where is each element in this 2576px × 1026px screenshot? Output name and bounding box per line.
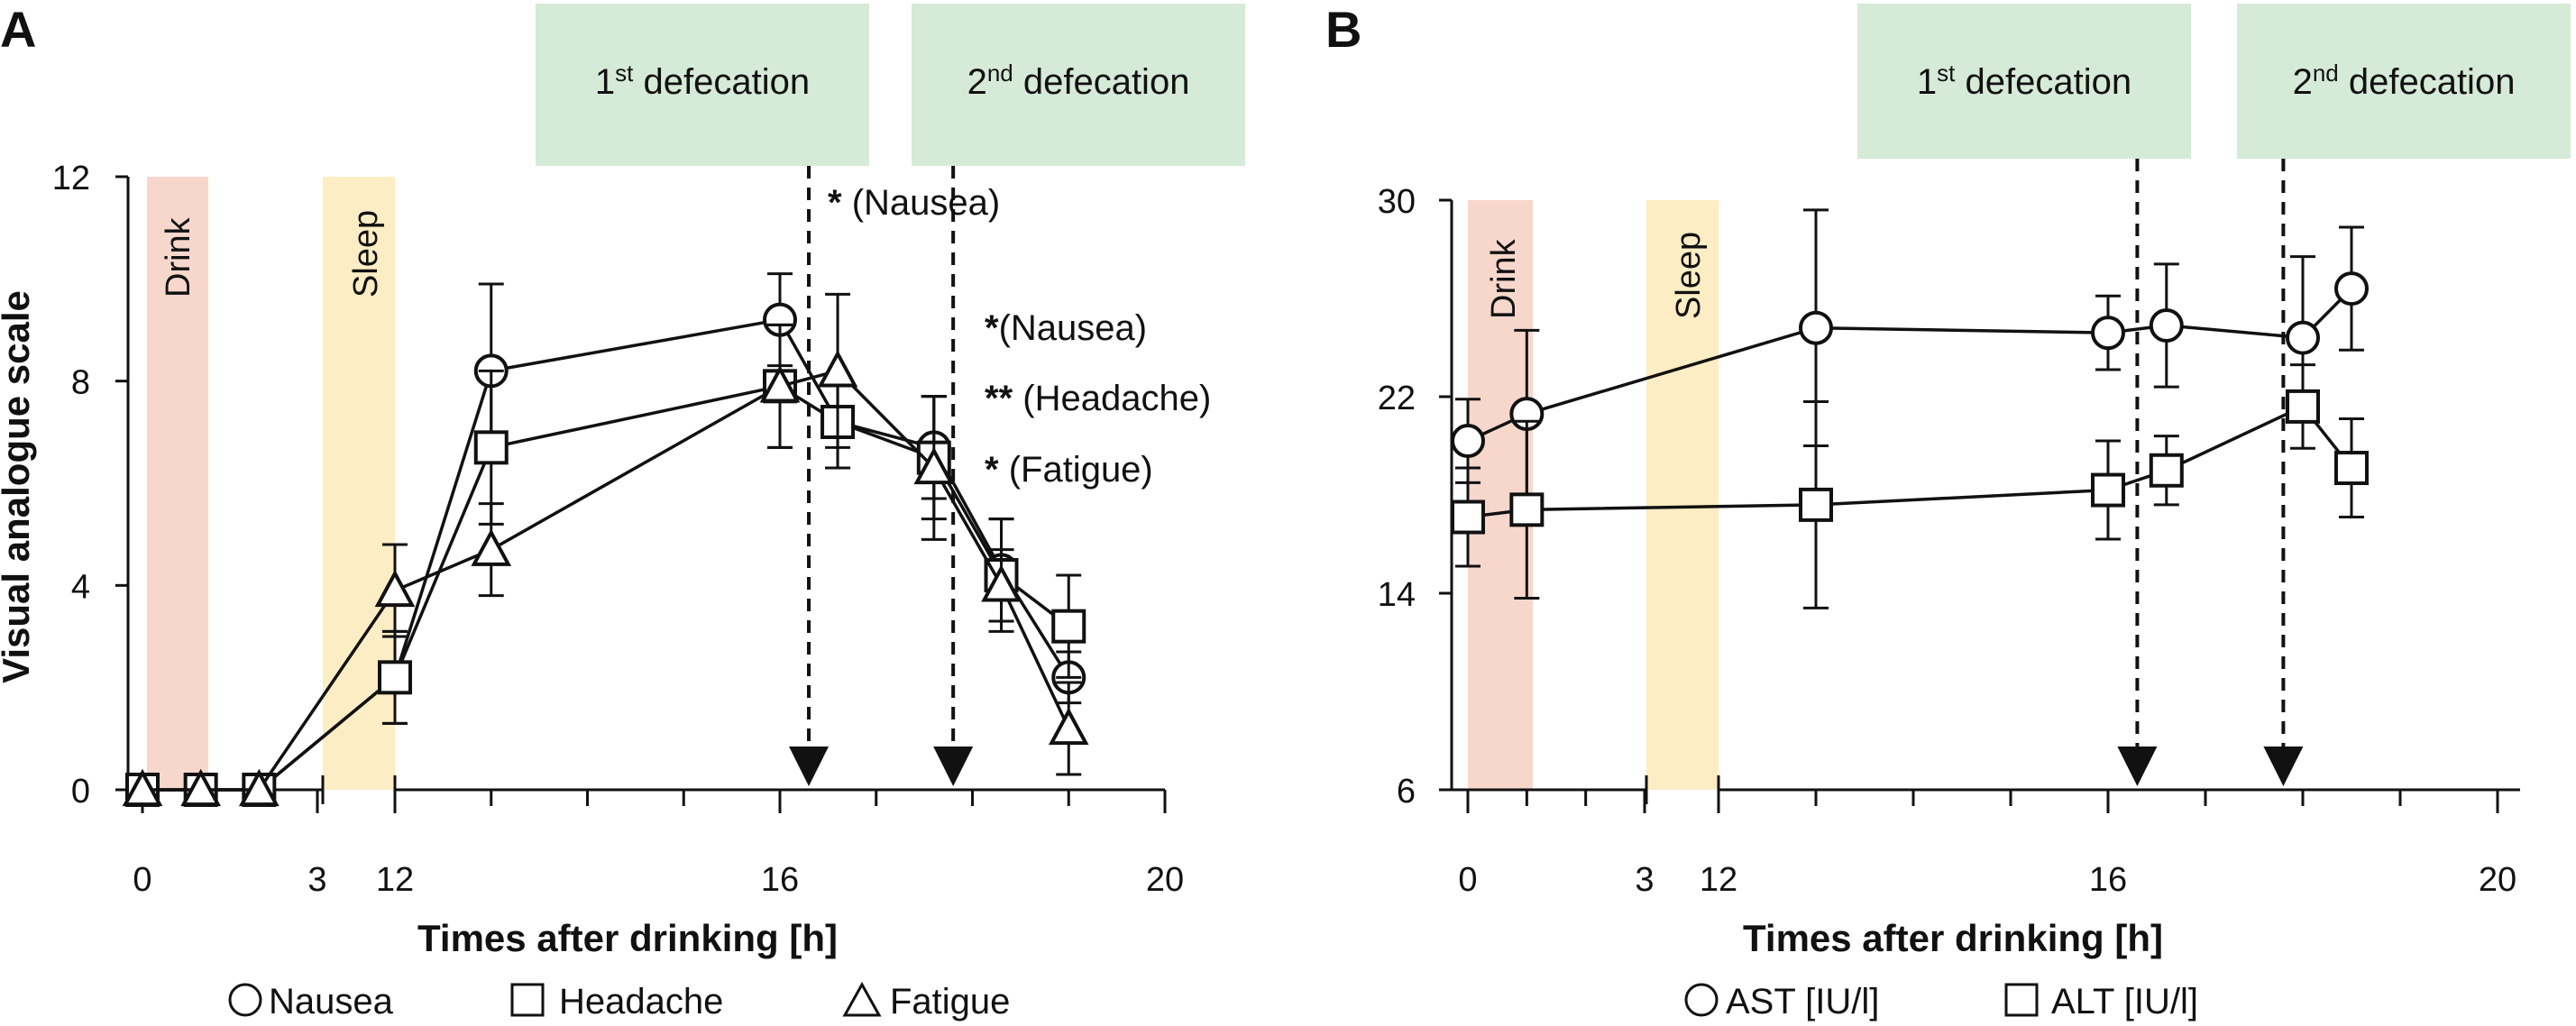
first-defecation-label: 1st defecation — [595, 60, 810, 102]
x-axis-label: Times after drinking [h] — [1743, 917, 2163, 959]
legend-a: Nausea Headache Fatigue — [228, 981, 1010, 1021]
data-point — [473, 430, 509, 465]
data-point — [2091, 472, 2125, 508]
drink-band — [147, 177, 208, 790]
panel-letter: A — [0, 1, 36, 58]
data-point — [122, 768, 163, 807]
series-headache — [125, 323, 1086, 807]
second-defecation-box — [912, 4, 1245, 166]
x-tick-label: 3 — [1635, 861, 1654, 899]
data-point — [1799, 487, 1833, 522]
legend-alt-marker — [2004, 983, 2039, 1017]
annotation-nausea-first: * (Nausea) — [828, 183, 1000, 223]
y-axis-label: Visual analogue scale — [0, 290, 37, 683]
legend-nausea-label: Nausea — [269, 982, 394, 1021]
series-fatigue — [122, 292, 1089, 807]
x-tick-label: 20 — [1146, 861, 1184, 899]
data-point — [1451, 424, 1485, 459]
data-point — [180, 768, 222, 807]
sleep-band-label: Sleep — [347, 210, 385, 298]
x-tick-label: 12 — [1700, 861, 1737, 899]
legend-nausea-marker — [228, 983, 262, 1017]
second-defecation-arrowhead — [2263, 747, 2304, 786]
data-point — [378, 660, 412, 695]
y-tick-label: 14 — [1378, 576, 1416, 614]
x-axis-label: Times after drinking [h] — [417, 917, 838, 959]
panel-a: A 1st defecation 2nd defecation Drink Sl… — [0, 1, 1245, 1021]
data-point — [2334, 271, 2369, 307]
first-defecation-box — [1857, 4, 2191, 159]
legend-fatigue-marker — [842, 981, 882, 1017]
y-tick-label: 0 — [71, 773, 90, 811]
data-point — [2149, 307, 2184, 343]
x-tick-label: 12 — [376, 861, 414, 899]
data-point — [374, 569, 416, 608]
data-point — [471, 528, 512, 566]
data-point — [817, 350, 858, 388]
y-tick-label: 4 — [71, 568, 90, 606]
x-tick-label: 0 — [1458, 861, 1477, 899]
series-ast-iu-l — [1451, 208, 2369, 499]
y-tick-label: 6 — [1397, 773, 1416, 811]
data-point — [238, 768, 280, 807]
sleep-band-label: Sleep — [1670, 232, 1708, 319]
panel-b: B 1st defecation 2nd defecation Drink Sl… — [1325, 1, 2571, 1021]
data-point — [2091, 316, 2125, 351]
data-point — [1799, 310, 1833, 345]
annotation-headache: ** (Headache) — [985, 379, 1211, 418]
data-point — [759, 365, 801, 403]
first-defecation-label: 1st defecation — [1917, 60, 2131, 102]
drink-band-label: Drink — [1485, 238, 1523, 319]
series-line — [1467, 287, 2353, 443]
x-tick-label: 20 — [2479, 861, 2516, 899]
plot-area-b — [1451, 159, 2369, 786]
data-point — [1048, 707, 1089, 746]
data-point — [2286, 320, 2320, 355]
series-line — [142, 317, 1070, 792]
x-tick-label: 16 — [761, 861, 799, 899]
y-tick-label: 8 — [71, 364, 90, 402]
data-point — [981, 564, 1022, 602]
second-defecation-label: 2nd defecation — [2293, 60, 2516, 102]
legend-fatigue-label: Fatigue — [890, 982, 1010, 1021]
y-tick-label: 30 — [1378, 183, 1416, 221]
second-defecation-label: 2nd defecation — [967, 60, 1190, 102]
axes-b: 6 14 22 30 0 3 12 16 20 — [1378, 183, 2520, 899]
x-tick-label: 16 — [2089, 861, 2127, 899]
plot-area-a — [122, 166, 1089, 807]
first-defecation-arrowhead — [789, 747, 830, 786]
data-point — [2334, 451, 2369, 486]
axes-a: 0 4 8 12 0 3 12 16 20 — [52, 160, 1184, 899]
series-line — [142, 369, 1070, 792]
annotation-fatigue: * (Fatigue) — [985, 450, 1153, 490]
series-line — [1467, 404, 2353, 519]
data-point — [1051, 609, 1086, 644]
first-defecation-arrowhead — [2117, 747, 2158, 786]
data-point — [1509, 492, 1545, 527]
legend-alt-label: ALT [IU/l] — [2051, 982, 2198, 1021]
legend-ast-label: AST [IU/l] — [1726, 982, 1879, 1021]
data-point — [2149, 453, 2184, 488]
second-defecation-arrowhead — [933, 747, 974, 786]
legend-b: AST [IU/l] ALT [IU/l] — [1684, 982, 2198, 1021]
first-defecation-box — [536, 4, 869, 166]
y-tick-label: 12 — [52, 160, 90, 197]
drink-band-label: Drink — [160, 216, 197, 298]
y-tick-label: 22 — [1378, 380, 1416, 417]
second-defecation-box — [2237, 4, 2571, 159]
data-point — [2286, 389, 2320, 424]
data-point — [913, 446, 955, 485]
legend-ast-marker — [1684, 983, 1719, 1017]
annotation-nausea-second: *(Nausea) — [985, 308, 1147, 348]
legend-headache-label: Headache — [559, 982, 723, 1021]
series-alt-iu-l — [1451, 363, 2369, 609]
panel-letter: B — [1325, 1, 1361, 58]
data-point — [1451, 499, 1485, 535]
x-tick-label: 3 — [307, 861, 326, 899]
sleep-band — [1646, 200, 1719, 790]
x-tick-label: 0 — [133, 861, 151, 899]
legend-headache-marker — [510, 983, 545, 1017]
